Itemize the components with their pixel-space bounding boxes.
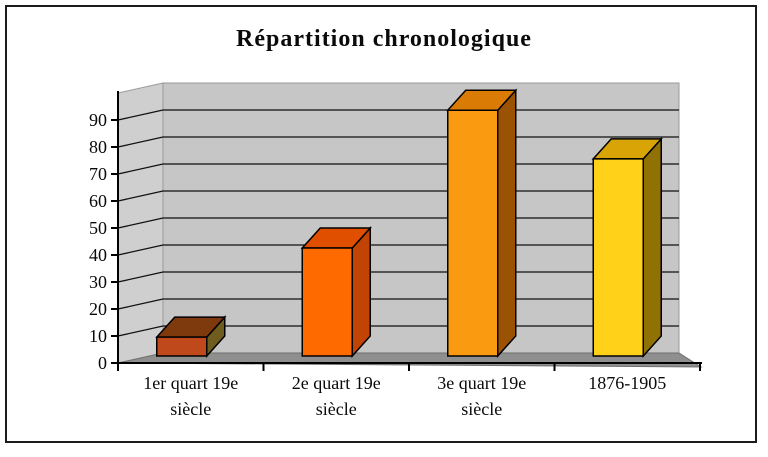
- x-category-label-4-line1: 1876-1905: [588, 373, 666, 393]
- y-tick-label-20: 20: [89, 299, 107, 319]
- y-tick-label-70: 70: [89, 164, 107, 184]
- y-tick-label-30: 30: [89, 272, 107, 292]
- x-category-label-1-line2: siècle: [170, 399, 211, 419]
- bar-3-side: [497, 88, 517, 358]
- chart-title: Répartition chronologique: [236, 26, 532, 52]
- bar-3-front: [447, 109, 499, 357]
- y-tick-label-90: 90: [89, 110, 107, 130]
- x-category-label-2-line1: 2e quart 19e: [292, 373, 381, 393]
- bar-4-side: [642, 136, 662, 358]
- y-tick-label-50: 50: [89, 218, 107, 238]
- y-tick-label-0: 0: [98, 353, 107, 373]
- bar-1-front: [156, 336, 208, 357]
- x-category-label-1-line1: 1er quart 19e: [143, 373, 238, 393]
- bar-2-side: [351, 226, 371, 358]
- y-tick-label-10: 10: [89, 326, 107, 346]
- y-tick-label-40: 40: [89, 245, 107, 265]
- y-tick-label-60: 60: [89, 191, 107, 211]
- bar-2-front: [301, 247, 353, 357]
- bar-4-front: [592, 158, 644, 357]
- y-tick-label-80: 80: [89, 137, 107, 157]
- x-category-label-2-line2: siècle: [316, 399, 357, 419]
- x-category-label-3-line2: siècle: [461, 399, 502, 419]
- x-category-label-3-line1: 3e quart 19e: [437, 373, 526, 393]
